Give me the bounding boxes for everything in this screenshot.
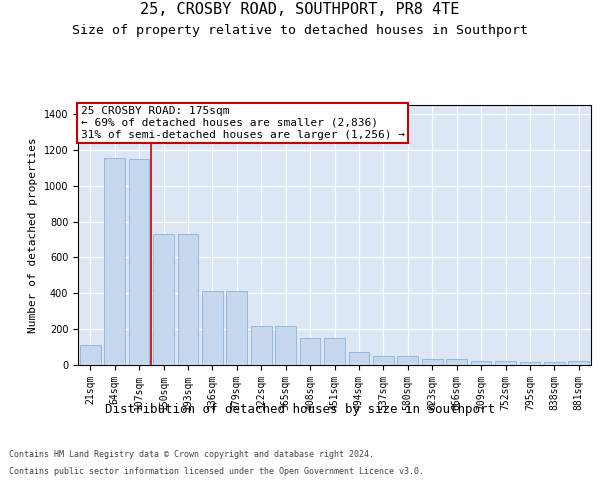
Text: 25 CROSBY ROAD: 175sqm
← 69% of detached houses are smaller (2,836)
31% of semi-: 25 CROSBY ROAD: 175sqm ← 69% of detached…: [80, 106, 404, 140]
Bar: [128, 159, 149, 365]
Text: Contains public sector information licensed under the Open Government Licence v3: Contains public sector information licen…: [9, 468, 424, 476]
Bar: [446, 358, 467, 365]
Bar: [470, 362, 491, 365]
Bar: [226, 290, 247, 365]
Bar: [104, 158, 125, 365]
Bar: [275, 326, 296, 365]
Bar: [349, 352, 370, 365]
Y-axis label: Number of detached properties: Number of detached properties: [28, 137, 38, 333]
Bar: [202, 290, 223, 365]
Bar: [544, 362, 565, 365]
Bar: [251, 326, 272, 365]
Bar: [397, 356, 418, 365]
Bar: [299, 338, 320, 365]
Bar: [495, 362, 516, 365]
Text: Size of property relative to detached houses in Southport: Size of property relative to detached ho…: [72, 24, 528, 37]
Text: 25, CROSBY ROAD, SOUTHPORT, PR8 4TE: 25, CROSBY ROAD, SOUTHPORT, PR8 4TE: [140, 2, 460, 18]
Bar: [373, 356, 394, 365]
Bar: [520, 362, 541, 365]
Bar: [178, 234, 199, 365]
Bar: [80, 346, 101, 365]
Bar: [568, 362, 589, 365]
Text: Contains HM Land Registry data © Crown copyright and database right 2024.: Contains HM Land Registry data © Crown c…: [9, 450, 374, 459]
Bar: [422, 358, 443, 365]
Bar: [153, 234, 174, 365]
Bar: [324, 338, 345, 365]
Text: Distribution of detached houses by size in Southport: Distribution of detached houses by size …: [105, 402, 495, 415]
